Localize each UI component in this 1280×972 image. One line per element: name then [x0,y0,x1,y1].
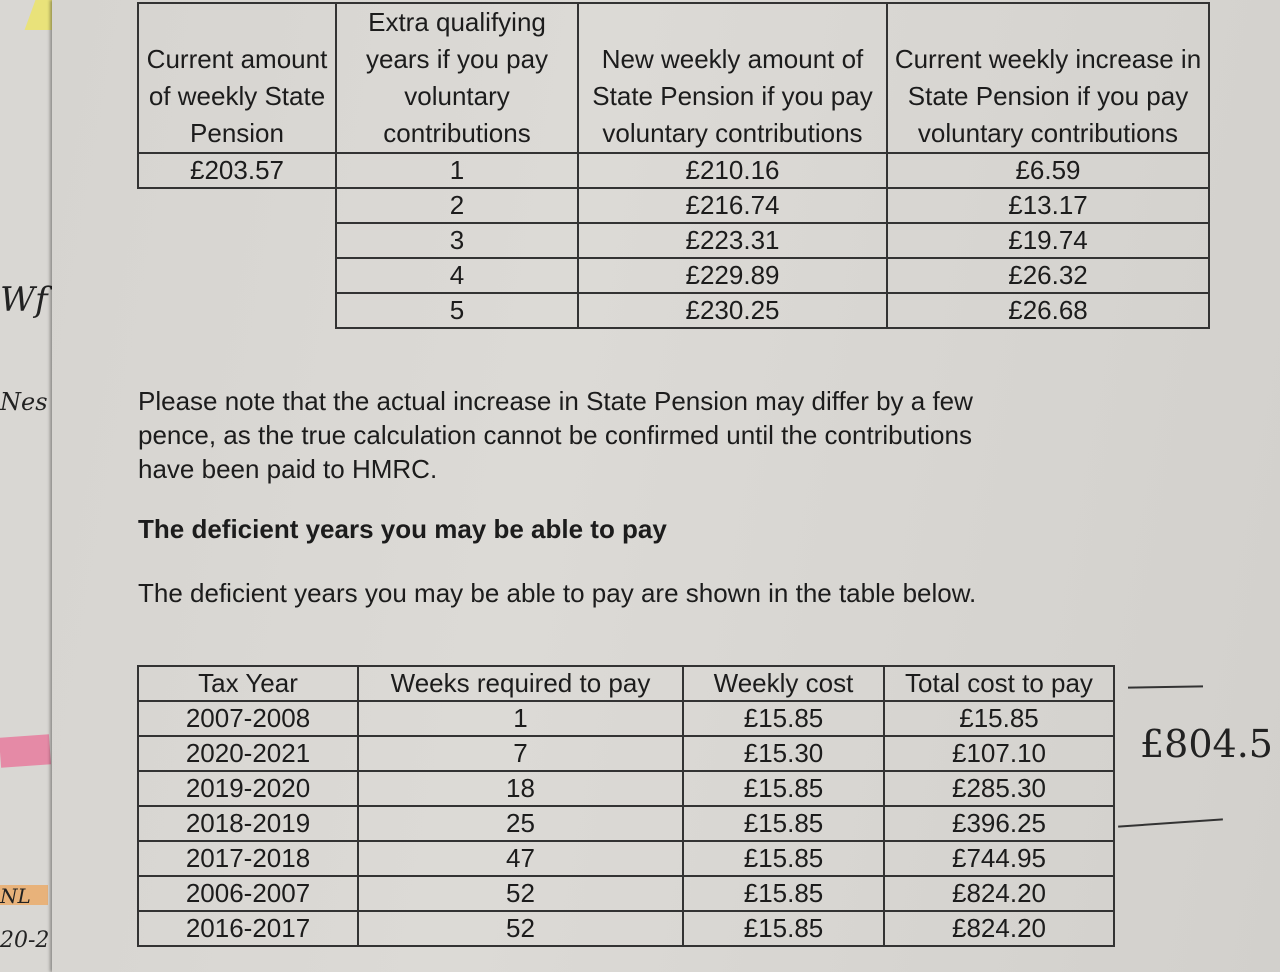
section-heading: The deficient years you may be able to p… [138,514,667,544]
table-row: £203.57 1 £210.16 £6.59 [137,152,1210,189]
tax-year-cell: 2006-2007 [137,875,359,912]
column-header: New weekly amount of State Pension if yo… [577,2,888,154]
total-cost-cell: £824.20 [883,875,1115,912]
table-row: 2016-2017 52 £15.85 £824.20 [137,910,1115,947]
deficient-years-table: Tax Year Weeks required to pay Weekly co… [137,665,1115,947]
tax-year-cell: 2020-2021 [137,735,359,772]
years-cell: 4 [335,257,579,294]
table-row: 2007-2008 1 £15.85 £15.85 [137,700,1115,737]
table-row: 2020-2021 7 £15.30 £107.10 [137,735,1115,772]
total-cost-cell: £824.20 [883,910,1115,947]
background-paper [0,0,60,972]
empty-cell [138,188,337,223]
tax-year-cell: 2016-2017 [137,910,359,947]
column-header: Weekly cost [682,665,885,702]
pension-increase-table: Current amount of weekly State Pension E… [137,2,1210,329]
table-row: 2018-2019 25 £15.85 £396.25 [137,805,1115,842]
weekly-cost-cell: £15.85 [682,700,885,737]
note-paragraph: Please note that the actual increase in … [138,386,973,484]
years-cell: 1 [335,152,579,189]
weekly-cost-cell: £15.85 [682,840,885,877]
weeks-cell: 52 [357,875,684,912]
total-cost-cell: £396.25 [883,805,1115,842]
table-row: 4 £229.89 £26.32 [138,257,1210,294]
tax-year-cell: 2017-2018 [137,840,359,877]
table-row: 5 £230.25 £26.68 [138,292,1210,329]
column-header: Weeks required to pay [357,665,684,702]
weeks-cell: 25 [357,805,684,842]
margin-handwriting: 20-2 [0,928,50,953]
total-cost-cell: £285.30 [883,770,1115,807]
increase-cell: £26.68 [886,292,1210,329]
increase-cell: £6.59 [886,152,1210,189]
increase-cell: £26.32 [886,257,1210,294]
handwritten-total: £804.5 [1140,722,1273,766]
margin-handwriting: Wf [0,280,48,320]
weeks-cell: 7 [357,735,684,772]
current-amount-cell: £203.57 [137,152,337,189]
weeks-cell: 52 [357,910,684,947]
total-cost-cell: £107.10 [883,735,1115,772]
weeks-cell: 1 [357,700,684,737]
highlighter-mark [0,734,51,768]
weekly-cost-cell: £15.85 [682,770,885,807]
new-amount-cell: £210.16 [577,152,888,189]
table-header-row: Tax Year Weeks required to pay Weekly co… [137,665,1115,702]
empty-cell [138,293,337,328]
margin-handwriting: Nes [0,388,48,416]
table-row: 2017-2018 47 £15.85 £744.95 [137,840,1115,877]
column-header: Total cost to pay [883,665,1115,702]
column-header: Current weekly increase in State Pension… [886,2,1210,154]
column-header: Extra qualifying years if you pay volunt… [335,2,579,154]
new-amount-cell: £216.74 [577,187,888,224]
margin-handwriting: NL [0,884,31,908]
total-cost-cell: £15.85 [883,700,1115,737]
table-row: 3 £223.31 £19.74 [138,222,1210,259]
table-row: 2 £216.74 £13.17 [138,187,1210,224]
increase-cell: £13.17 [886,187,1210,224]
tax-year-cell: 2007-2008 [137,700,359,737]
highlighter-mark [0,885,48,905]
new-amount-cell: £223.31 [577,222,888,259]
weeks-cell: 18 [357,770,684,807]
years-cell: 2 [335,187,579,224]
empty-cell [138,258,337,293]
weekly-cost-cell: £15.85 [682,805,885,842]
new-amount-cell: £229.89 [577,257,888,294]
section-intro: The deficient years you may be able to p… [138,578,977,608]
weekly-cost-cell: £15.85 [682,875,885,912]
total-cost-cell: £744.95 [883,840,1115,877]
years-cell: 3 [335,222,579,259]
table-row: 2019-2020 18 £15.85 £285.30 [137,770,1115,807]
weekly-cost-cell: £15.85 [682,910,885,947]
weeks-cell: 47 [357,840,684,877]
table-header-row: Current amount of weekly State Pension E… [137,2,1210,154]
table-row: 2006-2007 52 £15.85 £824.20 [137,875,1115,912]
tax-year-cell: 2018-2019 [137,805,359,842]
empty-cell [138,223,337,258]
new-amount-cell: £230.25 [577,292,888,329]
column-header: Current amount of weekly State Pension [137,2,337,154]
years-cell: 5 [335,292,579,329]
tax-year-cell: 2019-2020 [137,770,359,807]
column-header: Tax Year [137,665,359,702]
increase-cell: £19.74 [886,222,1210,259]
weekly-cost-cell: £15.30 [682,735,885,772]
